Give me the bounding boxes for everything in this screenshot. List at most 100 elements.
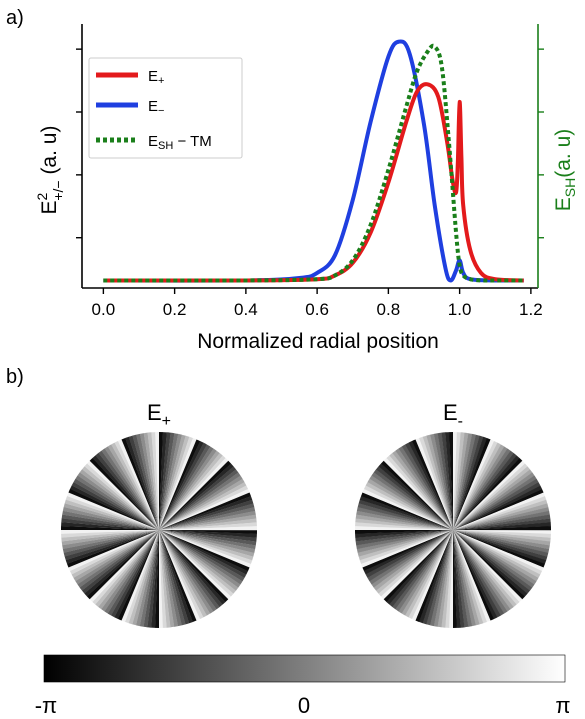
phase-wedge [89,457,159,530]
phase-wedge [159,530,186,626]
phase-wedge [453,530,505,616]
colorbar-label-min: -π [35,693,58,718]
phase-wedge [63,530,159,557]
phase-wedge [453,530,511,612]
legend-box [88,57,243,159]
phase-wedge [357,530,453,557]
phase-wedge [151,432,159,530]
phase-wedge [159,469,239,530]
phase-wedge [101,530,159,612]
phase-wedge [453,458,523,530]
phase-wedge [159,446,214,530]
phase-wedge [159,530,236,594]
phase-map-e-plus [60,431,258,629]
phase-wedge [159,434,186,530]
phase-wedge [355,530,453,542]
phase-wedge [453,530,514,610]
phase-wedge [159,472,241,530]
phase-wedge [453,530,465,628]
phase-wedge [383,457,453,530]
phase-wedge [64,499,159,530]
phase-wedge [159,530,243,585]
phase-wedge [453,442,502,530]
phase-wedge [453,530,537,585]
phase-wedge [159,453,223,530]
phase-wedge [159,530,211,616]
phase-wedge [159,444,211,530]
phase-wedge [408,440,453,530]
colorbar-label-max: π [555,693,570,718]
phase-wedge [392,450,453,530]
x-ticks: 0.0 0.2 0.4 0.6 0.8 1.0 1.2 [92,288,543,319]
phase-wedge [159,530,234,597]
phase-wedge [360,530,453,568]
phase-wedge [159,530,251,568]
phase-wedge [364,485,453,530]
phase-wedge [433,433,453,530]
phase-wedge [453,530,501,618]
phase-wedge [73,478,159,530]
y-right-main: E [552,197,575,211]
x-tick-label: 0.4 [234,300,258,319]
phase-wedge [422,530,453,625]
phase-wedge [107,444,159,530]
phase-wedge [61,530,159,542]
phase-wedge [453,530,547,565]
phase-wedge [77,530,159,588]
phase-wedge [159,436,194,530]
phase-wedge [95,530,159,607]
phase-wedge [365,530,453,578]
phase-wedge [361,492,453,530]
line-chart: 0.0 0.2 0.4 0.6 0.8 1.0 1.2 Normalized radial … [34,24,578,353]
phase-wedge [159,530,214,614]
phase-wedge [159,530,190,625]
phase-wedge [159,530,171,628]
phase-wedge [453,478,539,530]
phase-wedge [121,530,159,622]
phase-wedge [62,530,160,553]
phase-wedge [117,530,159,621]
phase-wedge [159,530,245,582]
phase-wedge [415,530,453,622]
phase-wedge [159,530,223,608]
phase-wedge [159,503,255,530]
phase-wedge [159,488,250,530]
phase-wedge [159,482,247,530]
phase-wedge [82,466,159,530]
phase-wedge [381,460,453,530]
phase-map-title-e-plus: E+ [147,400,171,430]
y-right-sub: SH [562,178,578,197]
phase-wedge [128,435,159,530]
phase-wedge [383,530,453,602]
y-right-unit: (a. u) [552,129,575,178]
phase-wedge [453,435,484,530]
right-y-ticks [538,48,544,239]
phase-wedge [453,530,523,603]
phase-wedge [121,437,159,530]
phase-wedge [453,510,550,530]
phase-wedge [159,510,256,530]
phase-wedge [378,530,453,597]
phase-wedge [453,522,551,530]
phase-wedge [453,530,487,624]
phase-wedge [453,530,544,572]
phase-map-e-minus [354,431,552,629]
phase-wedge [124,530,159,624]
x-tick-label: 0.0 [92,300,116,319]
phase-wedge [114,440,159,530]
phase-wedge [159,514,257,530]
phase-wedge [67,492,159,530]
phase-wedge [453,530,548,561]
phase-wedge [159,478,245,530]
phase-wedge [92,530,159,605]
phase-wedge [453,530,484,625]
phase-wedge [453,530,476,627]
phase-wedge [65,495,159,530]
phase-wedge [398,446,453,530]
phase-wedge [453,530,539,582]
phase-wedge [356,530,453,550]
phase-wedge [453,530,528,597]
phase-wedge [453,530,542,575]
phase-wedge [159,530,197,623]
legend: E+ E− ESH − TM [88,57,243,159]
